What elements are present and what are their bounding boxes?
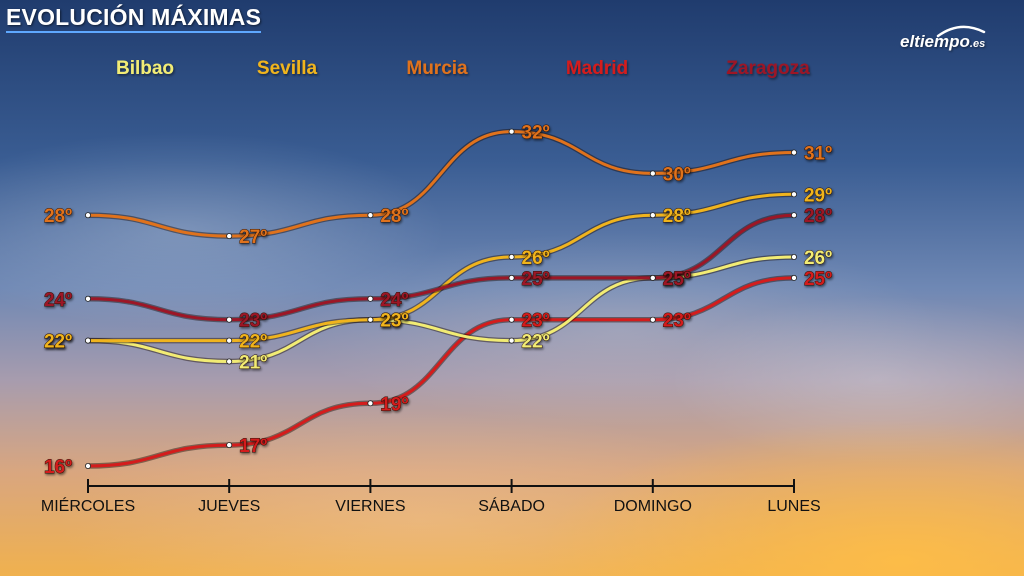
legend-item: Bilbao [116, 58, 174, 79]
data-point-zaragoza [367, 295, 374, 302]
data-label-murcia: 30º [663, 164, 691, 185]
data-point-madrid [367, 400, 374, 407]
data-label-bilbao: 22º [44, 332, 72, 353]
data-point-sevilla [226, 337, 233, 344]
legend-item: Murcia [406, 58, 468, 79]
data-point-madrid [226, 442, 233, 449]
x-tick-label: MIÉRCOLES [41, 496, 135, 515]
data-point-murcia [508, 128, 515, 135]
data-point-madrid [649, 316, 656, 323]
x-tick-label: VIERNES [335, 498, 405, 515]
data-label-sevilla: 22º [44, 332, 72, 353]
data-label-sevilla: 28º [663, 206, 691, 227]
x-tick-label: LUNES [767, 498, 820, 515]
data-point-zaragoza [226, 316, 233, 323]
x-tick-label: DOMINGO [614, 498, 692, 515]
data-point-murcia [791, 149, 798, 156]
x-tick-label: JUEVES [198, 498, 260, 515]
data-point-zaragoza [508, 274, 515, 281]
series-line-murcia [86, 130, 796, 238]
data-label-zaragoza: 28º [804, 206, 832, 227]
data-label-murcia: 28º [380, 206, 408, 227]
data-label-sevilla: 23º [380, 311, 408, 332]
logo-text: eltiempo.es [900, 32, 986, 51]
data-label-bilbao: 21º [239, 353, 267, 374]
data-label-bilbao: 23º [380, 311, 408, 332]
series-line-zaragoza [86, 213, 796, 322]
series-line-madrid [86, 276, 796, 468]
data-point-bilbao [791, 253, 798, 260]
data-point-bilbao [508, 337, 515, 344]
data-label-madrid: 16º [44, 457, 72, 478]
legend-item: Sevilla [257, 58, 318, 79]
data-point-sevilla [367, 316, 374, 323]
data-point-madrid [791, 274, 798, 281]
data-label-bilbao: 26º [804, 248, 832, 269]
data-label-zaragoza: 24º [380, 290, 408, 311]
data-point-zaragoza [85, 295, 92, 302]
series-line-outline-madrid [85, 275, 797, 469]
data-label-zaragoza: 24º [44, 290, 72, 311]
data-point-murcia [367, 212, 374, 219]
data-point-zaragoza [649, 274, 656, 281]
cloud-icon [936, 25, 986, 38]
data-point-bilbao [226, 358, 233, 365]
data-point-murcia [649, 170, 656, 177]
data-label-bilbao: 22º [522, 332, 550, 353]
data-point-zaragoza [791, 212, 798, 219]
series-line-outline-zaragoza [85, 212, 797, 323]
data-label-zaragoza: 25º [522, 269, 550, 290]
data-point-sevilla [508, 253, 515, 260]
brand-logo: eltiempo.es [898, 22, 1018, 56]
legend-item: Zaragoza [726, 58, 810, 79]
data-point-madrid [85, 462, 92, 469]
legend-item: Madrid [566, 58, 628, 79]
page-title: EVOLUCIÓN MÁXIMAS [6, 4, 262, 33]
data-label-madrid: 23º [522, 311, 550, 332]
data-label-sevilla: 22º [239, 332, 267, 353]
data-label-zaragoza: 23º [239, 311, 267, 332]
data-point-sevilla [791, 191, 798, 198]
data-point-sevilla [649, 212, 656, 219]
data-label-murcia: 28º [44, 206, 72, 227]
data-label-murcia: 27º [239, 227, 267, 248]
data-label-madrid: 17º [239, 436, 267, 457]
data-label-zaragoza: 25º [663, 269, 691, 290]
data-point-sevilla [85, 337, 92, 344]
data-label-madrid: 19º [380, 394, 408, 415]
data-label-madrid: 23º [663, 311, 691, 332]
data-point-murcia [226, 233, 233, 240]
data-point-murcia [85, 212, 92, 219]
data-label-sevilla: 26º [522, 248, 550, 269]
data-label-murcia: 32º [522, 123, 550, 144]
data-label-sevilla: 29º [804, 185, 832, 206]
data-label-madrid: 25º [804, 269, 832, 290]
x-tick-label: SÁBADO [478, 496, 545, 515]
data-label-bilbao: 25º [663, 269, 691, 290]
data-label-murcia: 31º [804, 144, 832, 165]
data-point-madrid [508, 316, 515, 323]
